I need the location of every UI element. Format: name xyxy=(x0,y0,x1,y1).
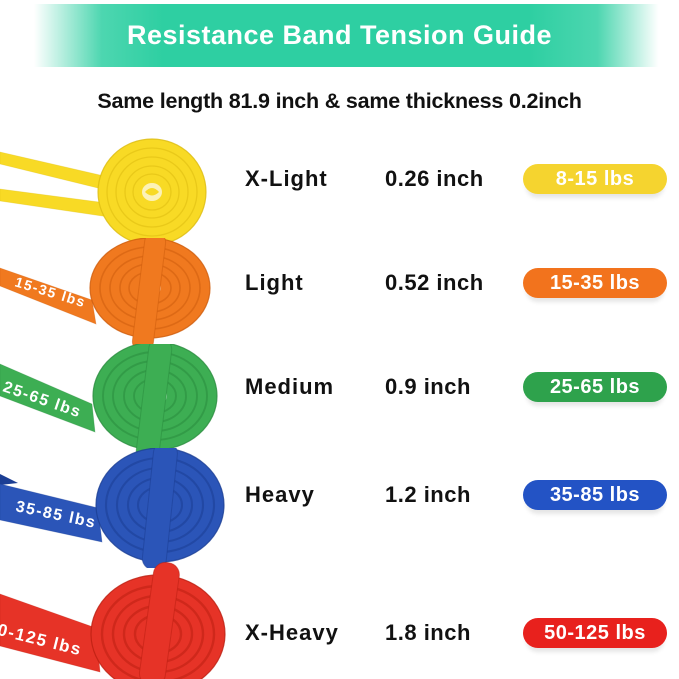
weight-range-badge: 25-65 lbs xyxy=(523,372,667,402)
band-width: 1.8 inch xyxy=(385,620,471,645)
band-strap xyxy=(0,267,97,325)
weight-range-label: 25-65 lbs xyxy=(549,376,641,398)
band-fold xyxy=(0,474,18,485)
band-image-x-light xyxy=(0,138,207,246)
band-wrap xyxy=(135,344,173,460)
page-title: Resistance Band Tension Guide xyxy=(126,20,553,50)
band-name: X-Heavy xyxy=(245,620,339,645)
band-strap xyxy=(0,151,107,191)
weight-range-label: 15-35 lbs xyxy=(549,272,641,294)
weight-range-badge: 8-15 lbs xyxy=(523,164,667,194)
band-image-medium: 25-65 lbs xyxy=(0,344,218,460)
band-width: 0.52 inch xyxy=(385,270,484,295)
band-width: 0.26 inch xyxy=(385,166,484,191)
weight-range-badge: 15-35 lbs xyxy=(523,268,667,298)
band-width: 0.9 inch xyxy=(385,374,471,399)
weight-range-label: 8-15 lbs xyxy=(555,168,635,190)
band-strap xyxy=(0,363,96,433)
band-name: Heavy xyxy=(245,482,315,507)
header-banner: Resistance Band Tension Guide xyxy=(0,4,679,67)
band-name: Light xyxy=(245,270,304,295)
band-image-x-heavy: 50-125 lbs xyxy=(0,561,226,679)
subtitle: Same length 81.9 inch & same thickness 0… xyxy=(97,89,582,113)
band-wrap xyxy=(138,561,180,679)
band-wrap xyxy=(141,448,178,568)
band-image-light: 15-35 lbs xyxy=(0,238,211,350)
band-width: 1.2 inch xyxy=(385,482,471,507)
band-name: X-Light xyxy=(245,166,328,191)
weight-range-badge: 35-85 lbs xyxy=(523,480,667,510)
weight-range-label: 35-85 lbs xyxy=(549,484,641,506)
weight-range-badge: 50-125 lbs xyxy=(523,618,667,648)
weight-range-label: 50-125 lbs xyxy=(544,622,646,644)
band-strap xyxy=(0,483,103,543)
band-image-heavy: 35-85 lbs xyxy=(0,448,225,568)
band-wrap xyxy=(131,238,167,350)
band-name: Medium xyxy=(245,374,335,399)
band-strap xyxy=(0,593,101,673)
